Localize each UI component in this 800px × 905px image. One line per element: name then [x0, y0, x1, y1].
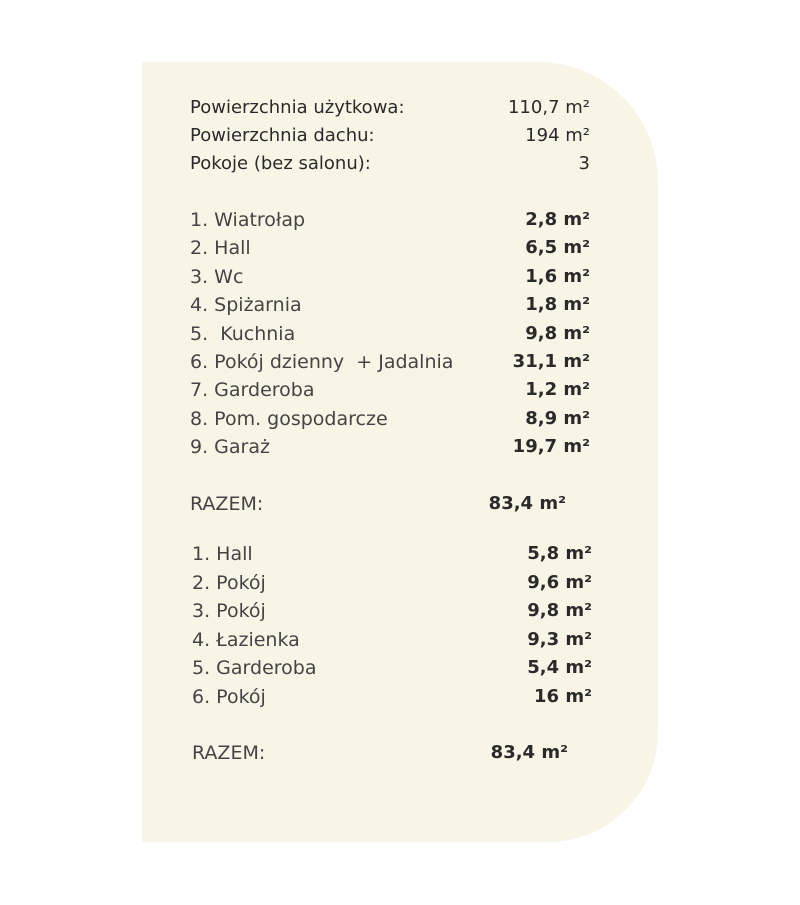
info-panel [142, 62, 658, 842]
row-value: 2,8 m² [525, 209, 590, 230]
room-row: 3. Wc 1,6 m² [190, 263, 590, 291]
row-label: 8. Pom. gospodarcze [190, 407, 388, 430]
row-value: 83,4 m² [488, 493, 566, 514]
row-value: 5,4 m² [527, 657, 592, 679]
row-label: 4. Spiżarnia [190, 294, 302, 317]
row-label: 4. Łazienka [192, 628, 300, 651]
room-row: 4. Spiżarnia 1,8 m² [190, 291, 590, 319]
total-row: RAZEM: 83,4 m² [190, 490, 590, 518]
row-label: 9. Garaż [190, 436, 270, 459]
row-label: 1. Hall [192, 543, 253, 565]
row-value: 9,8 m² [525, 322, 590, 344]
row-value: 83,4 m² [490, 742, 568, 763]
room-row: 1. Wiatrołap 2,8 m² [190, 206, 590, 234]
row-label: 5. Garderoba [192, 657, 317, 680]
row-label: 2. Hall [190, 237, 251, 260]
row-label: Powierzchnia użytkowa: [190, 97, 405, 118]
row-value: 9,6 m² [527, 571, 592, 593]
room-row: 4. Łazienka 9,3 m² [192, 626, 592, 654]
total-row: RAZEM: 83,4 m² [192, 739, 592, 767]
row-value: 1,8 m² [525, 294, 590, 316]
row-label: 7. Garderoba [190, 379, 315, 402]
summary-row: Powierzchnia użytkowa: 110,7 m² [190, 94, 590, 122]
room-row: 3. Pokój 9,8 m² [192, 597, 592, 625]
summary-row: Pokoje (bez salonu): 3 [190, 150, 590, 178]
row-label: 1. Wiatrołap [190, 209, 306, 231]
row-value: 194 m² [525, 125, 590, 146]
room-row: 9. Garaż 19,7 m² [190, 433, 590, 461]
room-row: 1. Hall 5,8 m² [192, 540, 592, 568]
row-value: 16 m² [534, 686, 592, 707]
row-value: 1,2 m² [525, 379, 590, 401]
row-value: 5,8 m² [527, 543, 592, 564]
row-value: 1,6 m² [525, 265, 590, 287]
row-label: 3. Wc [190, 265, 244, 288]
row-label: Pokoje (bez salonu): [190, 153, 371, 174]
room-row: 7. Garderoba 1,2 m² [190, 376, 590, 404]
room-row: 6. Pokój 16 m² [192, 683, 592, 711]
row-value: 110,7 m² [507, 97, 590, 118]
row-value: 31,1 m² [512, 351, 590, 372]
row-value: 9,3 m² [527, 628, 592, 650]
summary-row: Powierzchnia dachu: 194 m² [190, 122, 590, 150]
row-label: 3. Pokój [192, 600, 266, 623]
row-value: 8,9 m² [525, 407, 590, 429]
room-row: 2. Pokój 9,6 m² [192, 569, 592, 597]
row-value: 3 [578, 153, 590, 174]
room-row: 8. Pom. gospodarcze 8,9 m² [190, 405, 590, 433]
room-row: 2. Hall 6,5 m² [190, 234, 590, 262]
row-label: Powierzchnia dachu: [190, 125, 375, 146]
row-label: RAZEM: [190, 493, 264, 515]
row-value: 9,8 m² [527, 600, 592, 622]
row-label: 6. Pokój dzienny + Jadalnia [190, 351, 454, 373]
row-label: 5. Kuchnia [190, 322, 296, 345]
row-value: 6,5 m² [525, 237, 590, 259]
row-label: 6. Pokój [192, 686, 266, 708]
room-row: 6. Pokój dzienny + Jadalnia 31,1 m² [190, 348, 590, 376]
row-value: 19,7 m² [512, 436, 590, 458]
room-row: 5. Garderoba 5,4 m² [192, 654, 592, 682]
row-label: 2. Pokój [192, 571, 266, 594]
row-label: RAZEM: [192, 742, 266, 764]
room-row: 5. Kuchnia 9,8 m² [190, 320, 590, 348]
